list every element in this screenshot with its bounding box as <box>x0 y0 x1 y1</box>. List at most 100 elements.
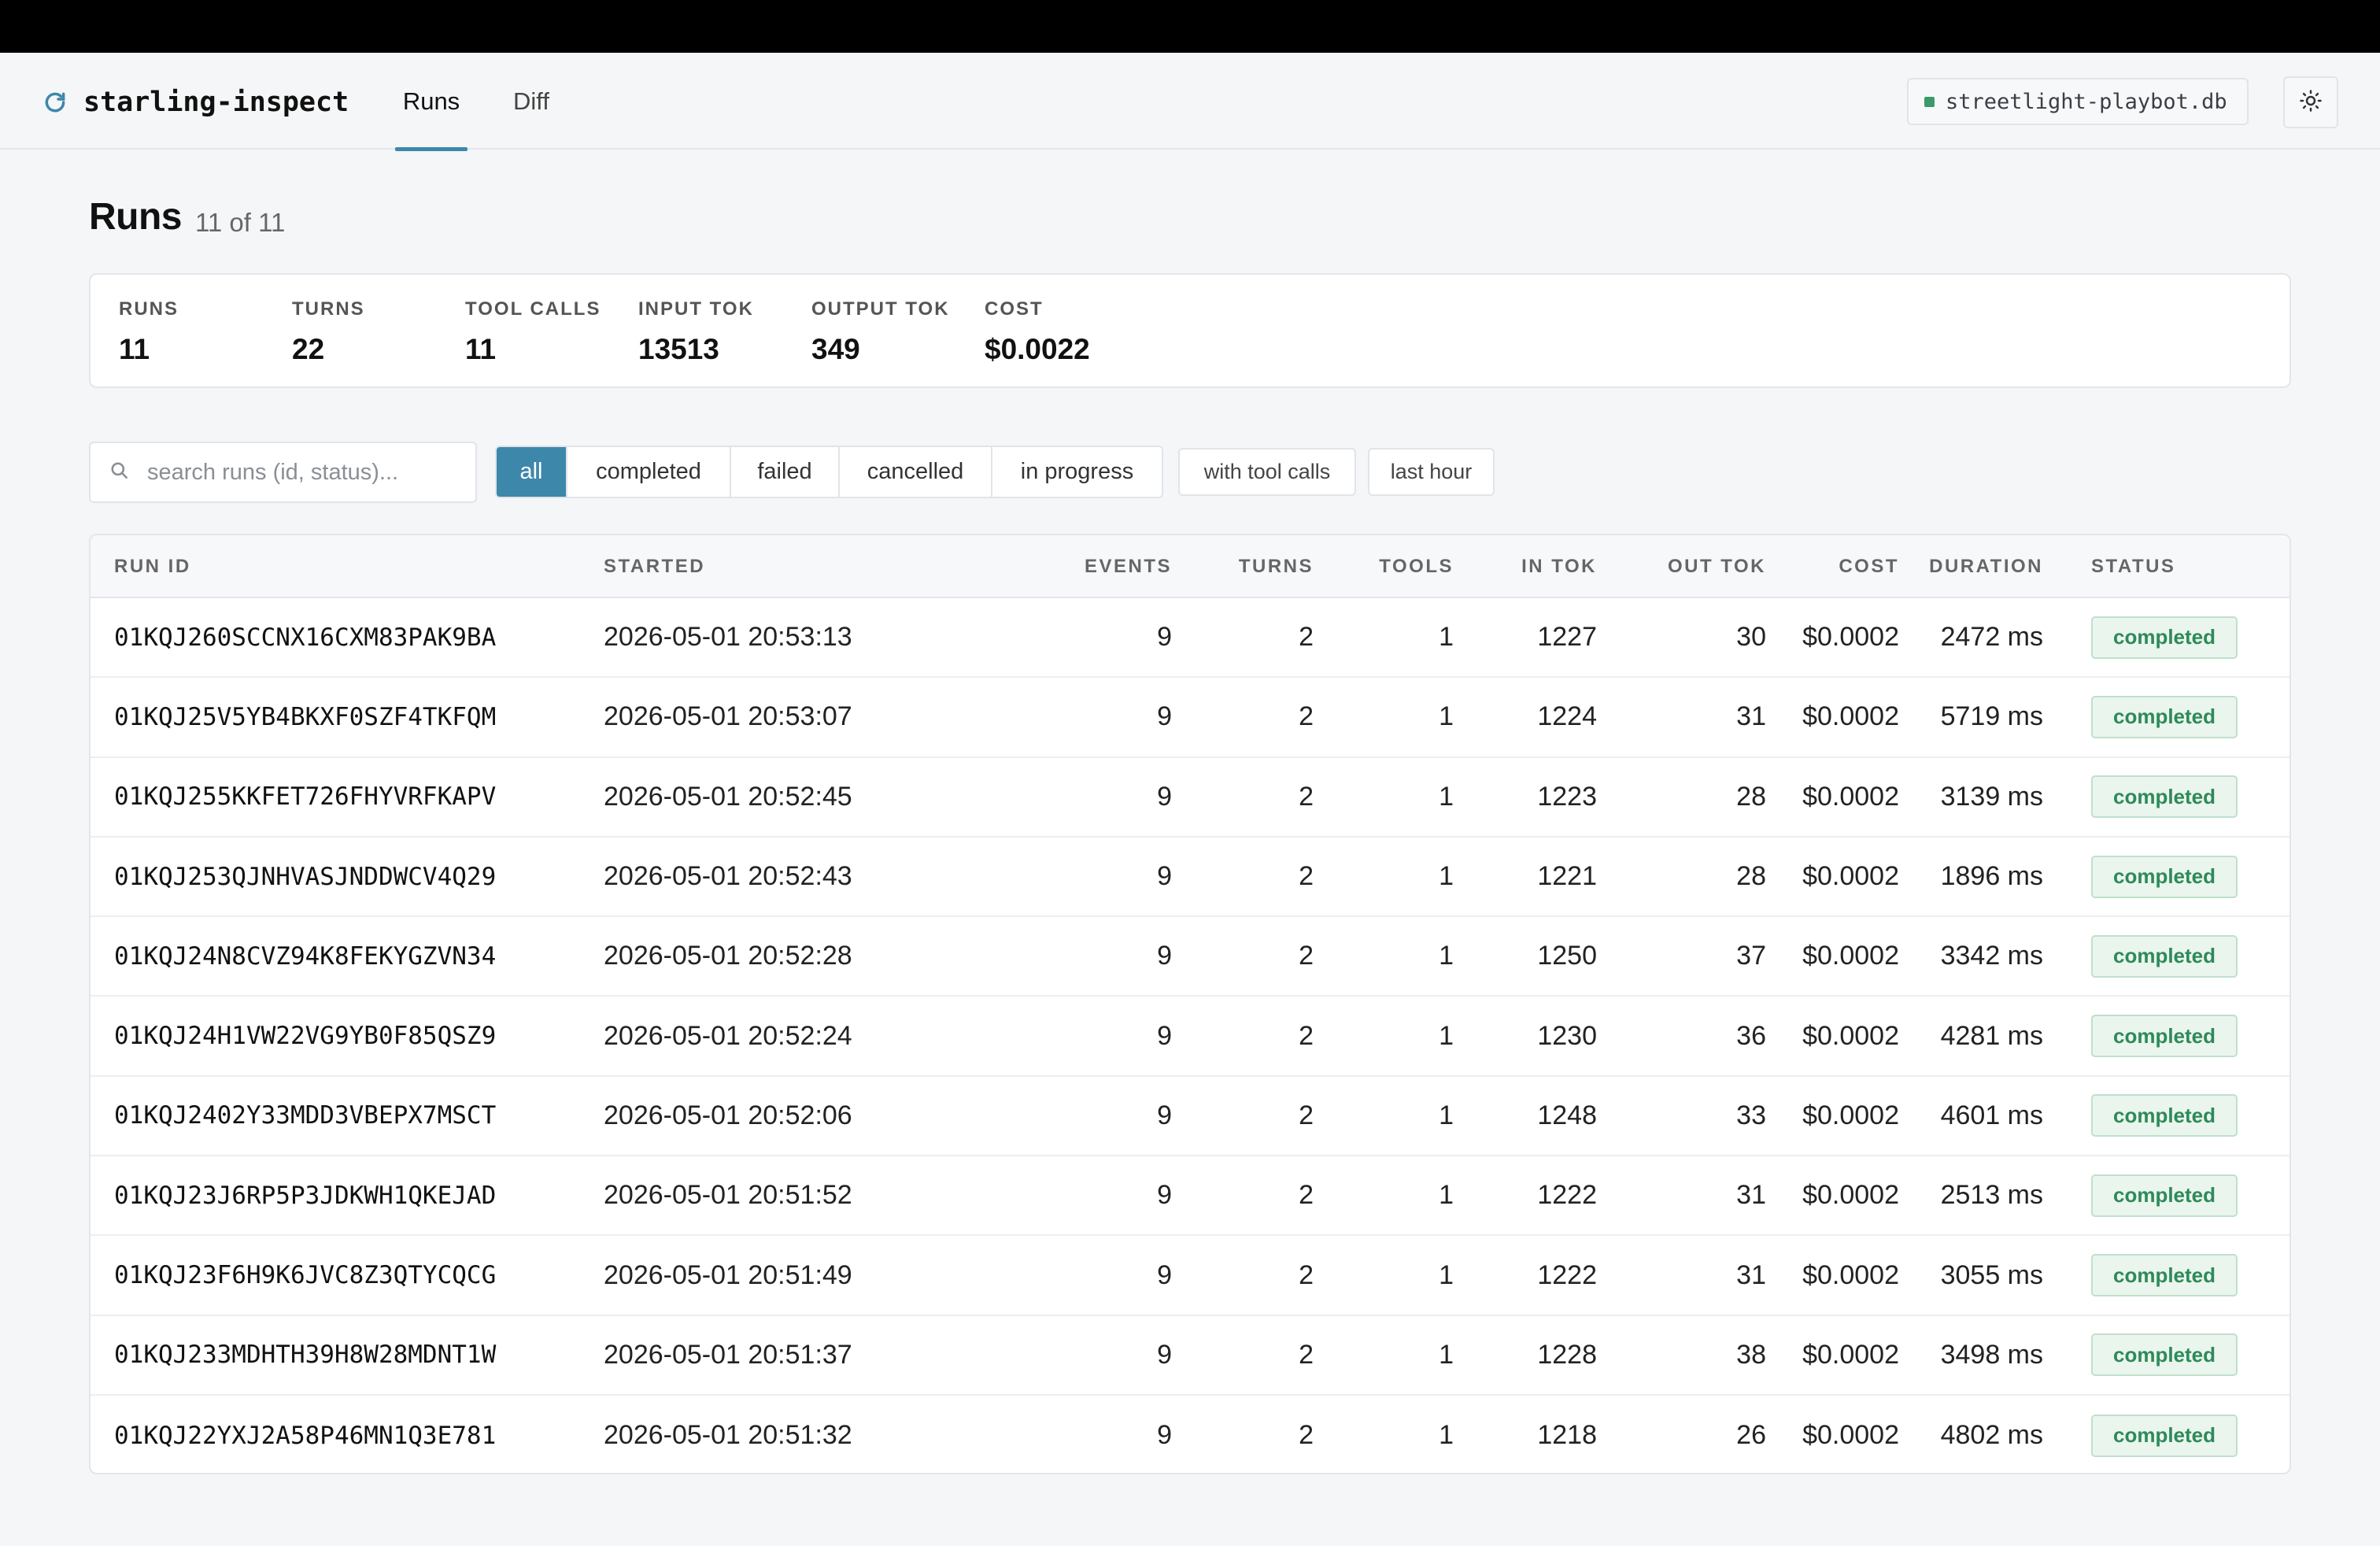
toggle-with-tool-calls[interactable]: with tool calls <box>1178 448 1356 496</box>
table-row[interactable]: 01KQJ24N8CVZ94K8FEKYGZVN34 2026-05-01 20:… <box>91 917 2289 997</box>
col-run-id[interactable]: RUN ID <box>114 556 191 577</box>
cell-run-id[interactable]: 01KQJ22YXJ2A58P46MN1Q3E781 <box>114 1421 497 1450</box>
status-badge: completed <box>2091 775 2238 819</box>
cell-duration: 2513 ms <box>1940 1180 2043 1211</box>
cell-events: 9 <box>1157 941 1172 971</box>
table-row[interactable]: 01KQJ23F6H9K6JVC8Z3QTYCQCG 2026-05-01 20:… <box>91 1236 2289 1316</box>
app-name: starling-inspect <box>83 87 349 118</box>
col-cost[interactable]: COST <box>1839 556 1899 577</box>
cell-out-tok: 36 <box>1736 1020 1766 1051</box>
stat-value: 349 <box>811 333 860 365</box>
cell-duration: 3342 ms <box>1940 941 2043 971</box>
cell-events: 9 <box>1157 1420 1172 1451</box>
cell-turns: 2 <box>1299 1339 1314 1370</box>
search-icon <box>109 460 130 485</box>
cell-run-id[interactable]: 01KQJ233MDHTH39H8W28MDNT1W <box>114 1341 497 1370</box>
stat-value: 11 <box>119 333 150 365</box>
cell-in-tok: 1227 <box>1537 622 1597 653</box>
cell-cost: $0.0002 <box>1802 1259 1899 1290</box>
cell-status: completed <box>2091 1236 2238 1314</box>
cell-events: 9 <box>1157 1180 1172 1211</box>
cell-in-tok: 1230 <box>1537 1020 1597 1051</box>
cell-out-tok: 28 <box>1736 861 1766 892</box>
cell-run-id[interactable]: 01KQJ255KKFET726FHYVRFKAPV <box>114 782 497 812</box>
brand[interactable]: starling-inspect <box>42 83 349 122</box>
cell-duration: 4281 ms <box>1940 1020 2043 1051</box>
cell-in-tok: 1228 <box>1537 1339 1597 1370</box>
stat-runs: RUNS 11 <box>119 298 179 366</box>
col-duration[interactable]: DURATION <box>1929 556 2043 577</box>
col-started[interactable]: STARTED <box>604 556 706 577</box>
cell-tools: 1 <box>1439 1339 1454 1370</box>
cell-run-id[interactable]: 01KQJ2402Y33MDD3VBEPX7MSCT <box>114 1101 497 1130</box>
filter-failed[interactable]: failed <box>731 447 840 497</box>
cell-tools: 1 <box>1439 622 1454 653</box>
refresh-icon <box>42 90 68 115</box>
col-events[interactable]: EVENTS <box>1084 556 1172 577</box>
col-turns[interactable]: TURNS <box>1238 556 1314 577</box>
cell-duration: 3139 ms <box>1940 781 2043 812</box>
search-input[interactable] <box>147 459 446 486</box>
status-badge: completed <box>2091 695 2238 738</box>
table-row[interactable]: 01KQJ2402Y33MDD3VBEPX7MSCT 2026-05-01 20:… <box>91 1077 2289 1157</box>
cell-run-id[interactable]: 01KQJ23F6H9K6JVC8Z3QTYCQCG <box>114 1261 497 1290</box>
table-row[interactable]: 01KQJ22YXJ2A58P46MN1Q3E781 2026-05-01 20:… <box>91 1396 2289 1473</box>
filter-completed[interactable]: completed <box>567 447 731 497</box>
cell-run-id[interactable]: 01KQJ260SCCNX16CXM83PAK9BA <box>114 623 497 652</box>
cell-tools: 1 <box>1439 701 1454 732</box>
search-box[interactable] <box>89 442 477 503</box>
cell-tools: 1 <box>1439 941 1454 971</box>
cell-tools: 1 <box>1439 1020 1454 1051</box>
cell-cost: $0.0002 <box>1802 1339 1899 1370</box>
status-badge: completed <box>2091 1333 2238 1377</box>
cell-turns: 2 <box>1299 622 1314 653</box>
tab-diff[interactable]: Diff <box>504 53 559 150</box>
stat-label: INPUT TOK <box>638 298 754 320</box>
table-row[interactable]: 01KQJ25V5YB4BKXF0SZF4TKFQM 2026-05-01 20:… <box>91 678 2289 758</box>
col-tools[interactable]: TOOLS <box>1379 556 1454 577</box>
toggle-last-hour[interactable]: last hour <box>1368 448 1495 496</box>
cell-run-id[interactable]: 01KQJ25V5YB4BKXF0SZF4TKFQM <box>114 702 497 731</box>
db-status-dot <box>1924 96 1935 107</box>
table-row[interactable]: 01KQJ255KKFET726FHYVRFKAPV 2026-05-01 20:… <box>91 758 2289 838</box>
table-row[interactable]: 01KQJ233MDHTH39H8W28MDNT1W 2026-05-01 20:… <box>91 1316 2289 1396</box>
status-badge: completed <box>2091 855 2238 898</box>
stats-panel: RUNS 11 TURNS 22 TOOL CALLS 11 INPUT TOK… <box>89 273 2291 388</box>
cell-in-tok: 1222 <box>1537 1180 1597 1211</box>
cell-in-tok: 1250 <box>1537 941 1597 971</box>
table-row[interactable]: 01KQJ24H1VW22VG9YB0F85QSZ9 2026-05-01 20:… <box>91 997 2289 1077</box>
table-row[interactable]: 01KQJ23J6RP5P3JDKWH1QKEJAD 2026-05-01 20:… <box>91 1156 2289 1237</box>
cell-status: completed <box>2091 1396 2238 1473</box>
cell-run-id[interactable]: 01KQJ24N8CVZ94K8FEKYGZVN34 <box>114 941 497 971</box>
table-row[interactable]: 01KQJ260SCCNX16CXM83PAK9BA 2026-05-01 20:… <box>91 598 2289 679</box>
cell-tools: 1 <box>1439 1100 1454 1130</box>
cell-events: 9 <box>1157 1020 1172 1051</box>
cell-run-id[interactable]: 01KQJ253QJNHVASJNDDWCV4Q29 <box>114 862 497 891</box>
tab-runs[interactable]: Runs <box>395 53 468 151</box>
cell-run-id[interactable]: 01KQJ24H1VW22VG9YB0F85QSZ9 <box>114 1022 497 1051</box>
filter-in-progress[interactable]: in progress <box>1020 459 1134 484</box>
cell-out-tok: 31 <box>1736 1180 1766 1211</box>
status-badge: completed <box>2091 1414 2238 1457</box>
database-chip[interactable]: streetlight-playbot.db <box>1907 78 2249 125</box>
status-filter-group: all completed failed cancelled in progre… <box>495 446 1163 498</box>
cell-started: 2026-05-01 20:51:32 <box>604 1420 852 1451</box>
cell-tools: 1 <box>1439 1259 1454 1290</box>
table-body: 01KQJ260SCCNX16CXM83PAK9BA 2026-05-01 20:… <box>91 598 2289 1473</box>
stat-value: 11 <box>465 333 497 365</box>
table-header: RUN ID STARTED EVENTS TURNS TOOLS IN TOK… <box>91 535 2289 598</box>
cell-cost: $0.0002 <box>1802 1020 1899 1051</box>
cell-out-tok: 33 <box>1736 1100 1766 1130</box>
filter-cancelled[interactable]: cancelled <box>840 447 992 497</box>
col-in-tok[interactable]: IN TOK <box>1521 556 1597 577</box>
theme-toggle-button[interactable] <box>2283 76 2338 128</box>
table-row[interactable]: 01KQJ253QJNHVASJNDDWCV4Q29 2026-05-01 20:… <box>91 838 2289 918</box>
cell-out-tok: 30 <box>1736 622 1766 653</box>
col-status[interactable]: STATUS <box>2091 556 2176 577</box>
cell-events: 9 <box>1157 622 1172 653</box>
stat-turns: TURNS 22 <box>292 298 365 366</box>
cell-started: 2026-05-01 20:52:24 <box>604 1020 852 1051</box>
col-out-tok[interactable]: OUT TOK <box>1667 556 1766 577</box>
filter-all[interactable]: all <box>497 447 567 497</box>
cell-run-id[interactable]: 01KQJ23J6RP5P3JDKWH1QKEJAD <box>114 1181 497 1210</box>
